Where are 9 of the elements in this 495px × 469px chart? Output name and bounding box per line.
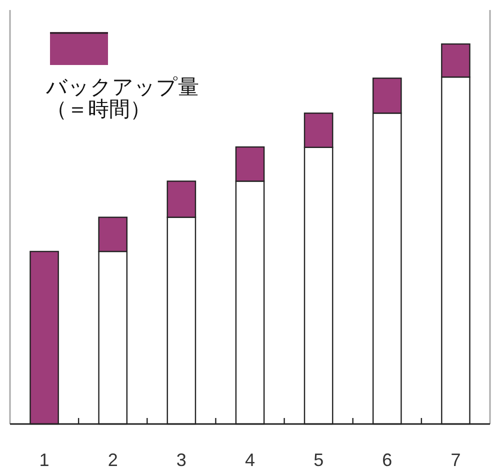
legend: バックアップ量（＝時間） — [46, 32, 199, 121]
x-tick-label: 7 — [450, 450, 461, 469]
x-tick-label: 6 — [382, 450, 392, 469]
x-tick-label: 2 — [108, 450, 118, 469]
x-tick-label: 1 — [39, 450, 50, 469]
x-tick-label: 4 — [244, 450, 256, 469]
x-tick-label: 3 — [176, 450, 186, 469]
x-tick-label: 5 — [314, 450, 324, 469]
legend-label: バックアップ量（＝時間） — [45, 76, 199, 121]
